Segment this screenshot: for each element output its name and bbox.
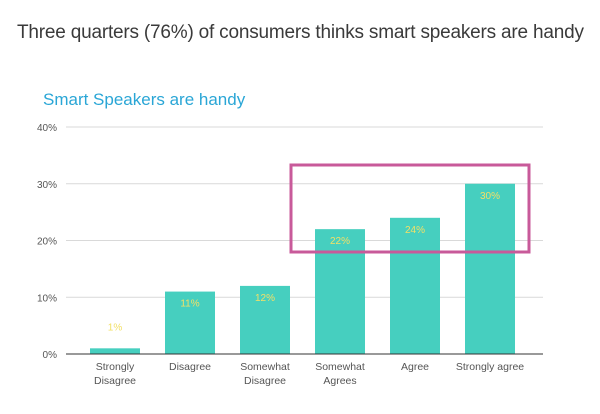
data-label: 30% [480,191,500,202]
data-label: 11% [180,299,199,310]
x-tick-label: Strongly Disagree [94,361,136,387]
data-label: 12% [255,293,275,304]
x-axis-tick-labels: Strongly Disagree Disagree Somewhat Disagree… [94,361,524,387]
data-label: 22% [330,236,350,247]
bar [165,291,215,354]
x-tick-label: Agree [401,361,429,373]
y-tick-label: 20% [37,237,57,248]
x-tick-label: Somewhat Agrees [315,361,365,387]
highlight-box [289,163,531,254]
bar [390,217,440,354]
y-tick-label: 10% [37,293,57,304]
grid-lines [66,126,543,298]
data-labels: 1% 11% 12% 22% 24% 30% [108,191,500,334]
chart-title: Smart Speakers are handy [43,90,246,109]
bars [90,183,515,354]
y-tick-label: 0% [43,350,58,361]
x-tick-label: Disagree [169,361,211,373]
y-tick-label: 30% [37,180,57,191]
data-label: 24% [405,225,425,236]
data-label: 1% [108,322,123,333]
x-tick-label: Somewhat Disagree [240,361,290,387]
bar [465,183,515,354]
x-tick-label: Strongly agree [456,361,524,373]
bar [90,348,140,354]
bar [240,285,290,354]
y-axis-tick-labels: 0% 10% 20% 30% 40% [37,123,57,361]
bar [315,229,365,354]
y-tick-label: 40% [37,123,57,134]
page-title: Three quarters (76%) of consumers thinks… [17,22,584,43]
